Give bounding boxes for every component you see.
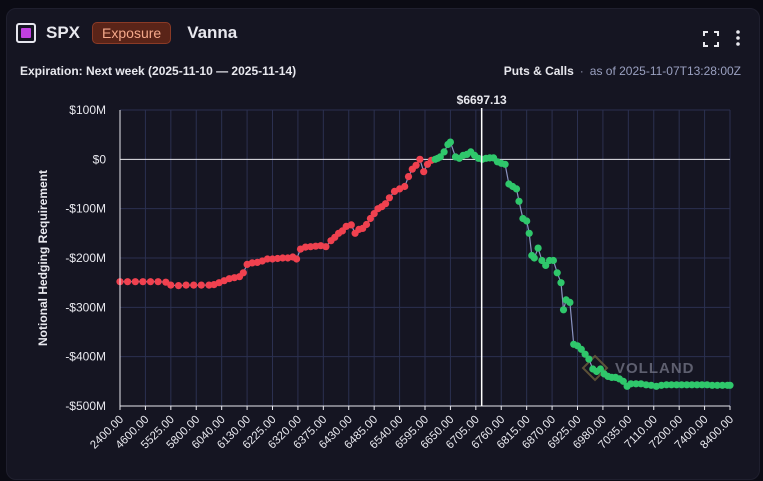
separator-dot: · — [579, 64, 584, 78]
data-point — [420, 168, 428, 176]
data-point — [632, 380, 640, 388]
data-point — [688, 381, 696, 389]
mode-label[interactable]: Puts & Calls — [503, 64, 574, 78]
data-point — [197, 281, 205, 289]
data-point — [446, 138, 454, 146]
expiration-label: Expiration: Next week (2025-11-10 — 2025… — [20, 64, 297, 78]
data-point — [585, 355, 593, 363]
symbol-color-swatch — [21, 28, 31, 38]
header-actions — [703, 30, 741, 47]
data-point — [553, 269, 561, 277]
data-point — [174, 282, 183, 290]
data-point — [436, 153, 444, 161]
data-point — [362, 220, 371, 229]
data-point — [534, 244, 542, 252]
symbol-color-icon[interactable] — [16, 23, 36, 43]
data-point — [440, 148, 448, 156]
y-tick-label: -$200M — [65, 251, 106, 265]
data-point — [404, 173, 413, 181]
data-point — [662, 381, 671, 389]
data-points — [116, 138, 734, 390]
data-point — [154, 278, 162, 286]
y-tick-label: -$500M — [65, 399, 106, 413]
data-point — [718, 381, 727, 389]
data-point — [726, 381, 734, 389]
data-point — [678, 381, 686, 389]
data-point — [124, 278, 132, 286]
data-point — [538, 256, 546, 265]
data-point — [708, 381, 716, 389]
data-point — [385, 194, 393, 202]
data-point — [279, 254, 287, 262]
data-point — [501, 160, 509, 168]
data-point — [627, 380, 635, 388]
spot-price-label: $6697.13 — [457, 93, 507, 107]
ticker-label: SPX — [46, 23, 81, 42]
data-point — [542, 261, 550, 269]
chart-header: SPX Exposure Vanna — [16, 22, 237, 44]
data-point — [693, 381, 701, 389]
watermark: VOLLAND — [581, 354, 695, 382]
data-point — [525, 229, 533, 237]
data-point — [190, 281, 198, 289]
data-point — [131, 278, 139, 286]
volland-logo-icon — [581, 354, 609, 382]
data-point — [370, 210, 378, 218]
data-point — [366, 214, 374, 223]
chart-card — [6, 8, 760, 480]
data-point — [146, 278, 155, 286]
watermark-text: VOLLAND — [615, 360, 695, 377]
data-point — [401, 182, 409, 191]
greek-label: Vanna — [187, 23, 238, 42]
y-axis-title: Notional Hedging Requirement — [36, 170, 50, 346]
fullscreen-icon[interactable] — [703, 30, 719, 47]
y-tick-label: -$100M — [65, 202, 106, 216]
data-point — [566, 298, 574, 306]
data-point — [667, 381, 676, 389]
y-tick-label: $0 — [93, 152, 107, 166]
data-point — [713, 381, 721, 389]
data-point — [182, 281, 190, 289]
data-point — [673, 381, 681, 389]
data-point — [263, 255, 271, 263]
data-point — [416, 155, 424, 163]
data-point — [515, 197, 523, 205]
axes: $100M$0-$100M-$200M-$300M-$400M-$500M240… — [36, 93, 736, 452]
data-point — [322, 243, 330, 251]
exposure-badge[interactable]: Exposure — [92, 22, 172, 44]
data-info: Puts & Calls · as of 2025-11-07T13:28:00Z — [504, 64, 741, 78]
data-point — [698, 381, 706, 389]
data-point — [596, 365, 605, 373]
more-menu-icon[interactable] — [735, 30, 741, 47]
data-point — [549, 256, 558, 265]
data-point — [512, 185, 521, 193]
data-point — [382, 200, 390, 208]
data-point — [619, 377, 627, 385]
data-point — [577, 345, 585, 353]
data-point — [557, 279, 565, 287]
data-point — [581, 350, 589, 358]
data-point — [139, 278, 147, 286]
data-point — [167, 281, 175, 289]
as-of-timestamp: as of 2025-11-07T13:28:00Z — [589, 64, 741, 78]
data-point — [530, 254, 538, 262]
data-point — [239, 269, 247, 277]
y-tick-label: $100M — [69, 103, 106, 117]
grid-lines — [119, 109, 731, 407]
data-point — [523, 217, 531, 225]
data-point — [683, 381, 691, 389]
data-point — [347, 221, 355, 229]
y-tick-label: -$300M — [65, 300, 106, 314]
y-tick-label: -$400M — [65, 350, 106, 364]
data-point — [559, 306, 568, 314]
data-point — [412, 161, 420, 169]
data-point — [293, 255, 301, 263]
